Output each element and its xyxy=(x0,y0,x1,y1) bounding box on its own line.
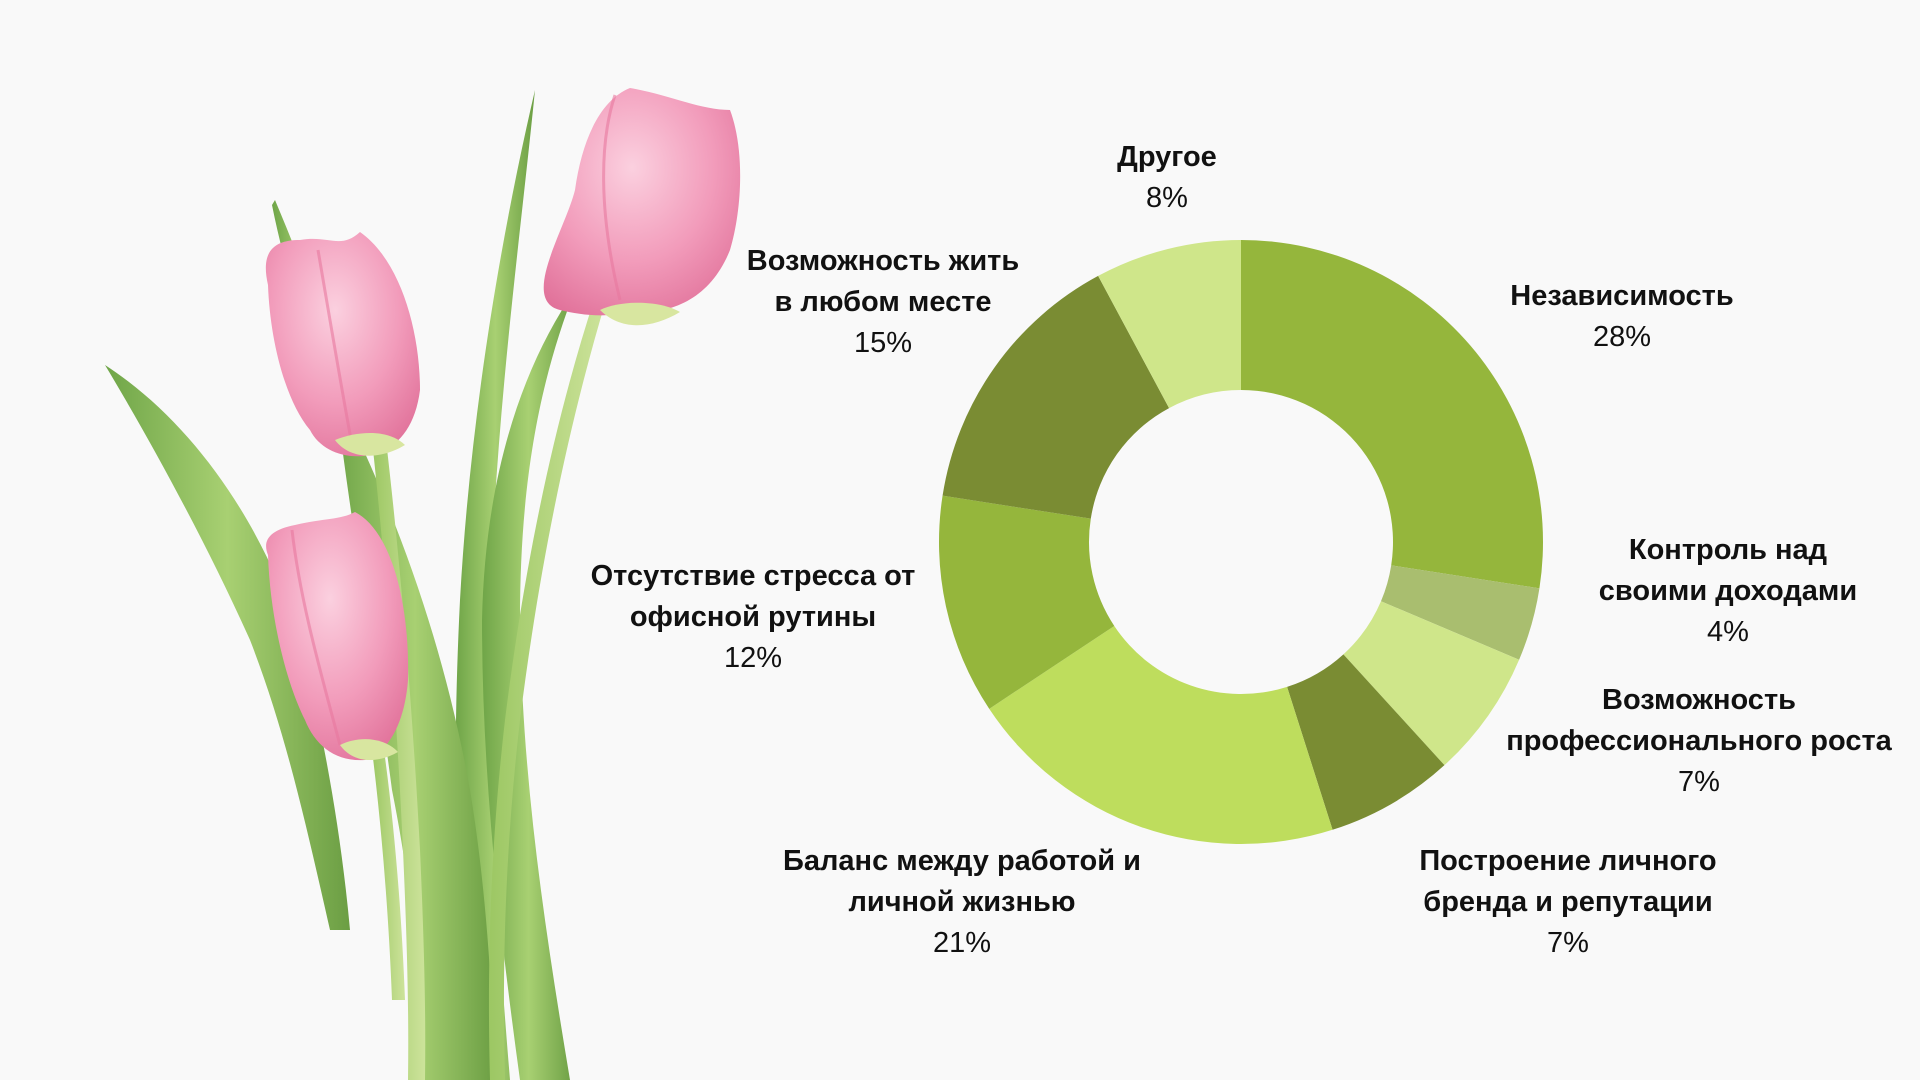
donut-slice xyxy=(1241,240,1544,589)
donut-slice xyxy=(939,495,1115,709)
donut-slice xyxy=(1343,601,1520,766)
tulip-bouquet-image xyxy=(105,88,741,1080)
donut-slice xyxy=(989,625,1333,845)
donut-chart xyxy=(939,240,1544,845)
tulip-head-top xyxy=(543,88,741,326)
donut-slice xyxy=(1098,240,1241,409)
donut-slice xyxy=(1380,565,1540,660)
tulip-head-middle xyxy=(265,232,420,457)
donut-slice xyxy=(1287,654,1445,830)
donut-slice xyxy=(942,275,1170,519)
tulip-head-bottom xyxy=(266,512,409,761)
